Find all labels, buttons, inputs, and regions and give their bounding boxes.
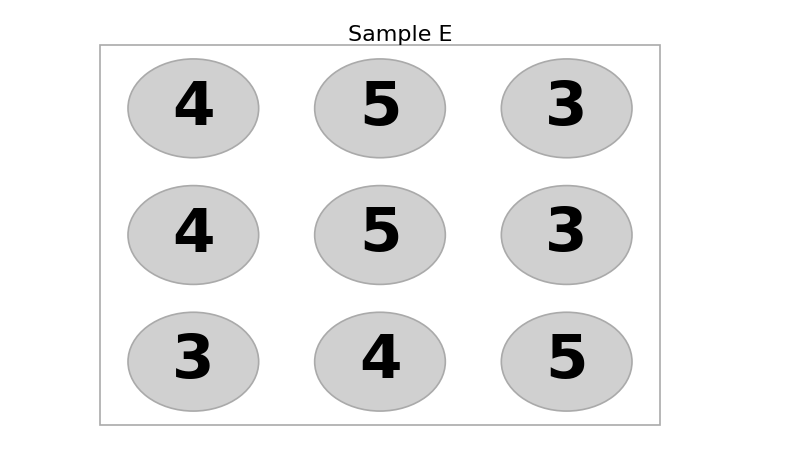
Bar: [100, 45, 660, 425]
Text: 4: 4: [172, 79, 214, 138]
Text: 4: 4: [358, 332, 402, 391]
Text: Sample E: Sample E: [348, 25, 452, 45]
Ellipse shape: [314, 312, 446, 411]
Ellipse shape: [314, 59, 446, 158]
Text: 3: 3: [546, 79, 588, 138]
Ellipse shape: [128, 312, 258, 411]
Text: 5: 5: [358, 206, 402, 265]
Text: 3: 3: [546, 206, 588, 265]
Ellipse shape: [314, 185, 446, 284]
Ellipse shape: [502, 59, 632, 158]
Text: 5: 5: [358, 79, 402, 138]
Text: 4: 4: [172, 206, 214, 265]
Ellipse shape: [128, 59, 258, 158]
Ellipse shape: [502, 312, 632, 411]
Text: 5: 5: [546, 332, 588, 391]
Ellipse shape: [502, 185, 632, 284]
Text: 3: 3: [172, 332, 214, 391]
Ellipse shape: [128, 185, 258, 284]
